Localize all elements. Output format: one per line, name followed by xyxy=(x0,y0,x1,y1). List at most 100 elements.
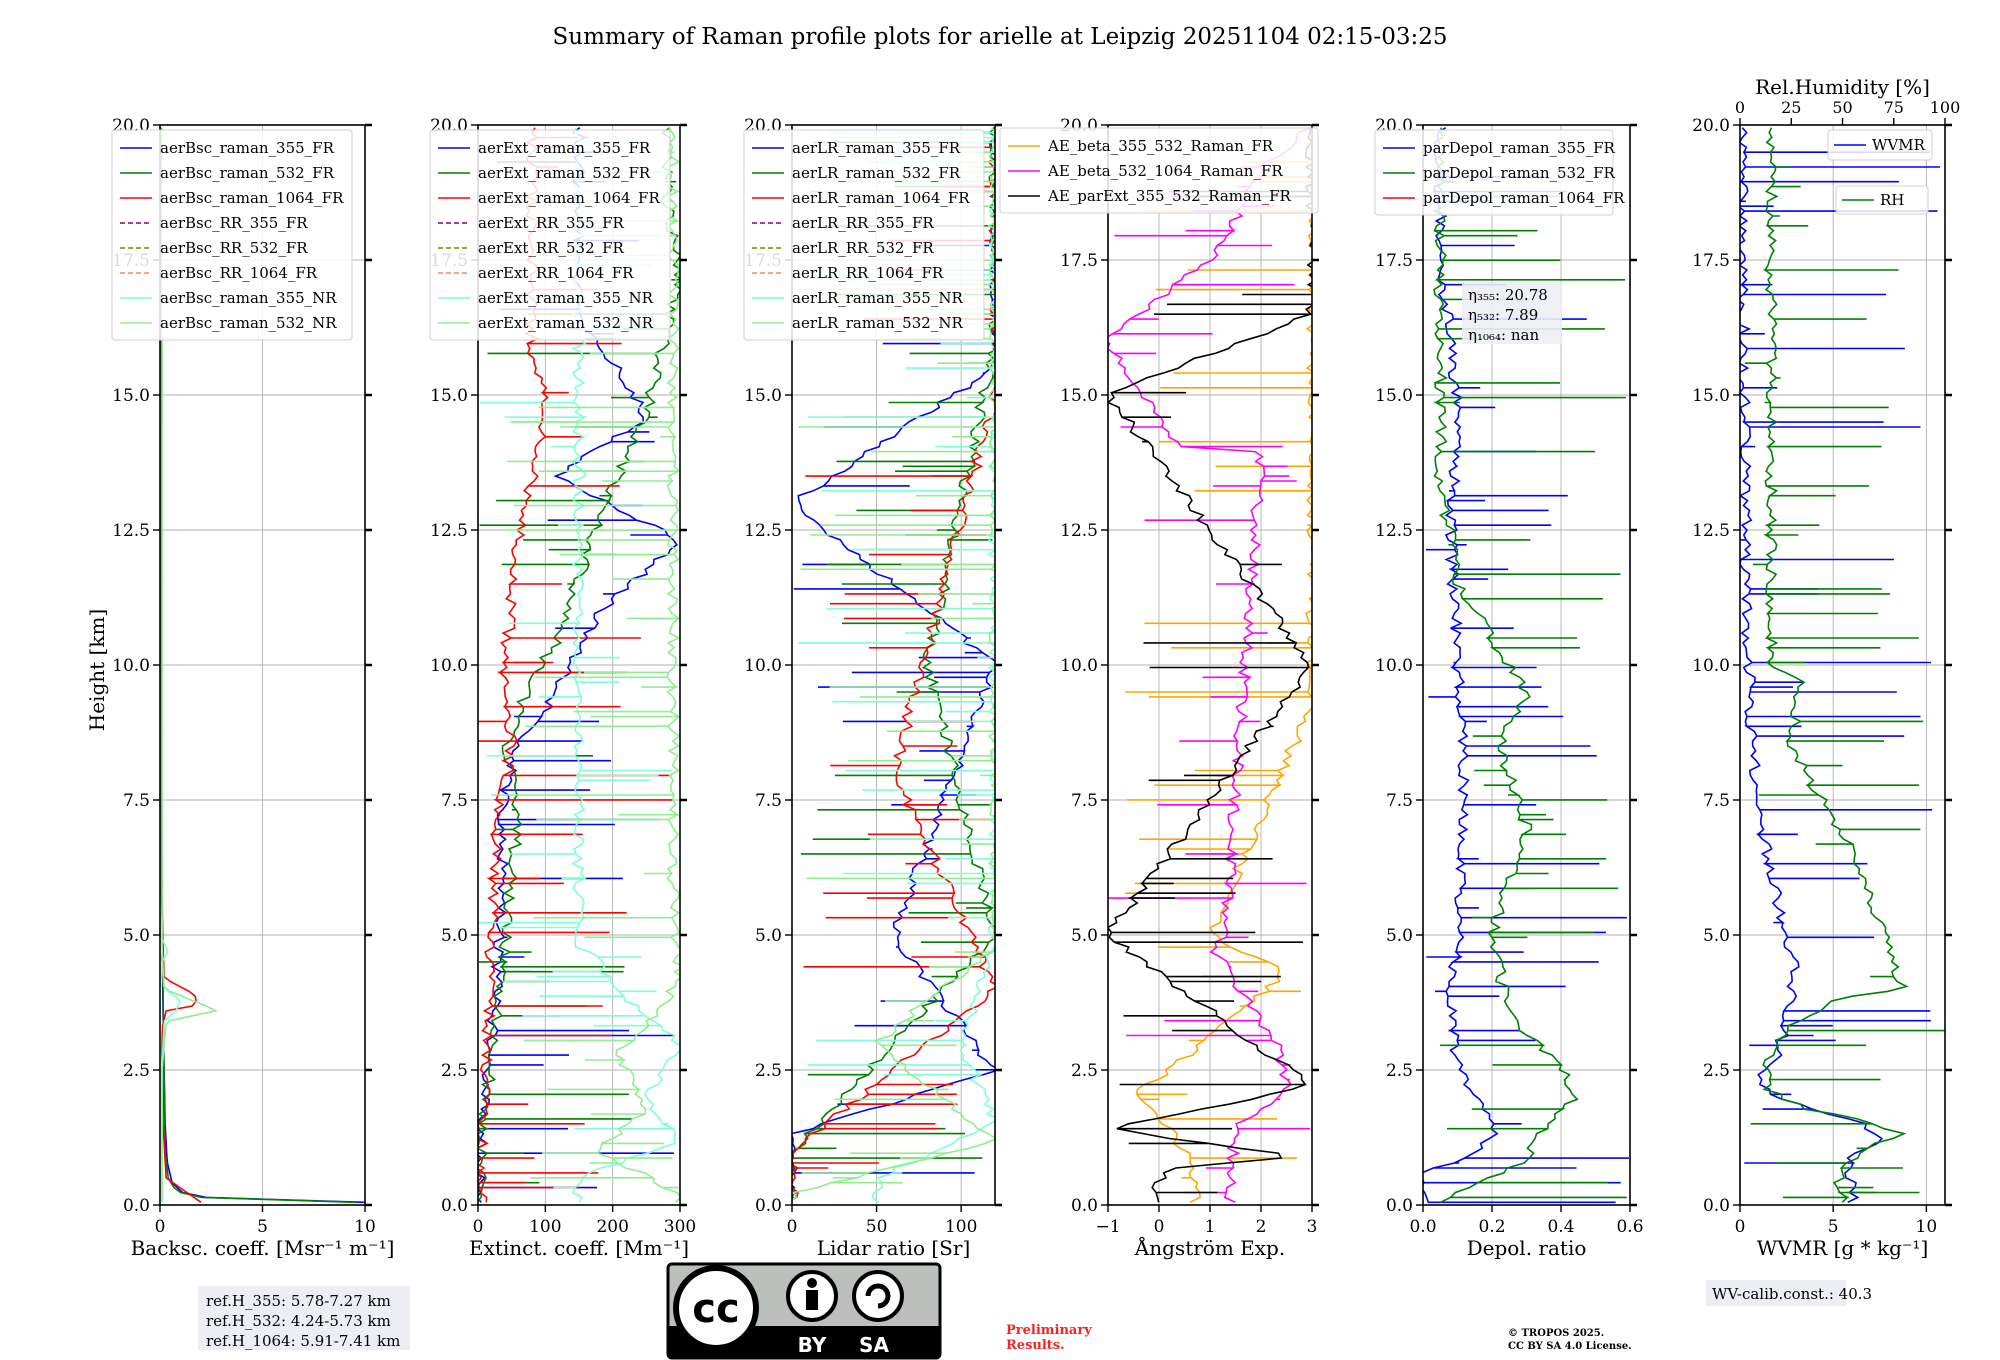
legend-ext: aerExt_raman_355_FR aerExt_raman_532_FRae… xyxy=(429,129,671,341)
y-tick-label: 0.0 xyxy=(123,1196,150,1216)
series-line-AE_beta_355_532_Raman_FR xyxy=(1125,129,1312,1204)
legend-label: aerExt_RR_1064_FR xyxy=(478,264,634,282)
y-tick-label: 10.0 xyxy=(744,656,782,676)
series-line-parDepol_raman_355_FR xyxy=(1423,127,1629,1204)
legend-label: aerLR_RR_355_FR xyxy=(792,214,934,232)
y-tick-label: 2.5 xyxy=(441,1061,468,1081)
preliminary-text-2: Results. xyxy=(1006,1338,1065,1353)
y-tick-label: 5.0 xyxy=(123,926,150,946)
legend-bg xyxy=(743,129,985,341)
eta-label: η₅₃₂: 7.89 xyxy=(1468,306,1538,324)
y-tick-label: 17.5 xyxy=(1060,251,1098,271)
x-axis-label-depol: Depol. ratio xyxy=(1467,1236,1587,1260)
x-axis-label-wv: WVMR [g * kg⁻¹] xyxy=(1757,1236,1929,1260)
legend-label: parDepol_raman_1064_FR xyxy=(1423,189,1625,207)
legend-lr: aerLR_raman_355_FR aerLR_raman_532_FR aerL… xyxy=(743,129,985,341)
y-axis-label: Height [km] xyxy=(85,609,109,731)
ref-height-1064: ref.H_1064: 5.91-7.41 km xyxy=(206,1332,400,1350)
y-tick-label: 7.5 xyxy=(1703,791,1730,811)
wv-calib-bg xyxy=(1706,1280,1846,1306)
y-tick-label: 10.0 xyxy=(430,656,468,676)
panel-bsc: 0.02.55.07.510.012.515.017.520.00510Back… xyxy=(111,116,394,1260)
legend-label: aerLR_raman_355_NR xyxy=(792,289,963,307)
x-tick-label: 0.2 xyxy=(1478,1217,1505,1237)
legend-label: aerLR_RR_1064_FR xyxy=(792,264,944,282)
y-tick-label: 5.0 xyxy=(755,926,782,946)
legend-label: aerBsc_raman_1064_FR xyxy=(160,189,344,207)
legend-label: aerExt_raman_532_FR xyxy=(478,164,651,182)
panel-depol: 0.02.55.07.510.012.515.017.520.00.0 0.2 0.… xyxy=(1374,116,1644,1260)
top-axis-label: Rel.Humidity [%] xyxy=(1755,75,1930,99)
y-tick-label: 10.0 xyxy=(112,656,150,676)
x-tick-label: 0 xyxy=(155,1217,166,1237)
ref-height-532: ref.H_532: 4.24-5.73 km xyxy=(206,1312,391,1330)
series-group-depol xyxy=(1423,127,1629,1204)
x-tick-label: 0 xyxy=(473,1217,484,1237)
legend-bg xyxy=(429,129,671,341)
y-tick-label: 20.0 xyxy=(1692,116,1730,136)
cc-by-label: BY xyxy=(798,1333,827,1357)
legend-label: WVMR xyxy=(1872,136,1926,154)
cc-license-badge: cc BY SA xyxy=(666,1262,942,1360)
y-tick-label: 7.5 xyxy=(1071,791,1098,811)
legend-label: parDepol_raman_355_FR xyxy=(1423,139,1616,157)
series-line-AE_parExt_355_532_Raman_FR xyxy=(1108,127,1312,1203)
legend-bg xyxy=(1374,129,1614,216)
eta-label: η₁₀₆₄: nan xyxy=(1468,326,1539,344)
series-line-aerExt_raman_532_NR xyxy=(489,127,680,1203)
legend-wvmr: WVMR xyxy=(1827,129,1933,161)
y-tick-label: 0.0 xyxy=(755,1196,782,1216)
legend-ae: AE_beta_355_532_Raman_FR AE_beta_532_1064… xyxy=(999,127,1319,214)
y-tick-label: 10.0 xyxy=(1060,656,1098,676)
x-tick-label: 0 xyxy=(1735,1217,1746,1237)
series-line-parDepol_raman_532_FR xyxy=(1432,127,1627,1204)
panel-ext: 0.02.55.07.510.012.515.017.520.001002003… xyxy=(429,116,696,1260)
legend-bg xyxy=(1827,129,1933,161)
legend-label: AE_beta_532_1064_Raman_FR xyxy=(1047,162,1283,180)
top-x-tick-label: 100 xyxy=(1930,98,1961,117)
ref-heights-bg xyxy=(198,1286,410,1350)
legend-depol: parDepol_raman_355_FR parDepol_raman_532_… xyxy=(1374,129,1625,216)
x-tick-label: 0 xyxy=(787,1217,798,1237)
cc-logo-icon xyxy=(673,1265,759,1351)
legend-label: aerExt_raman_355_FR xyxy=(478,139,651,157)
ref-heights-box: ref.H_355: 5.78-7.27 km ref.H_532: 4.24-… xyxy=(198,1286,410,1350)
depol-eta-box: η₃₅₅: 20.78 η₅₃₂: 7.89 η₁₀₆₄: nan xyxy=(1462,282,1562,344)
legend-label: aerLR_raman_355_FR xyxy=(792,139,961,157)
y-tick-label: 10.0 xyxy=(1692,656,1730,676)
legend-label: aerBsc_raman_532_NR xyxy=(160,314,337,332)
preliminary-text-1: Preliminary xyxy=(1006,1323,1092,1338)
y-tick-label: 17.5 xyxy=(1692,251,1730,271)
x-tick-label: 300 xyxy=(664,1217,696,1237)
legend-label: aerBsc_raman_355_FR xyxy=(160,139,335,157)
by-person-body xyxy=(806,1290,818,1310)
x-tick-label: −1 xyxy=(1095,1217,1120,1237)
x-tick-label: 0.6 xyxy=(1616,1217,1643,1237)
legend-label: aerLR_raman_532_NR xyxy=(792,314,963,332)
legend-label: AE_beta_355_532_Raman_FR xyxy=(1047,137,1274,155)
ref-height-355: ref.H_355: 5.78-7.27 km xyxy=(206,1292,391,1310)
y-tick-label: 15.0 xyxy=(1692,386,1730,406)
x-tick-label: 200 xyxy=(596,1217,628,1237)
x-tick-label: 100 xyxy=(529,1217,561,1237)
x-tick-label: 100 xyxy=(945,1217,977,1237)
legend-label: parDepol_raman_532_FR xyxy=(1423,164,1616,182)
y-tick-label: 2.5 xyxy=(1703,1061,1730,1081)
x-tick-label: 0.0 xyxy=(1409,1217,1436,1237)
y-tick-label: 5.0 xyxy=(1703,926,1730,946)
legend-label: aerExt_raman_355_NR xyxy=(478,289,654,307)
y-tick-label: 7.5 xyxy=(755,791,782,811)
y-tick-label: 2.5 xyxy=(1386,1061,1413,1081)
y-tick-label: 5.0 xyxy=(1386,926,1413,946)
copyright-line-2: CC BY SA 4.0 License. xyxy=(1508,1341,1632,1352)
x-tick-label: 10 xyxy=(1916,1217,1938,1237)
panel-ae: 0.02.55.07.510.012.515.017.520.0−1 0 1 2 3Ån… xyxy=(999,116,1319,1260)
y-tick-label: 12.5 xyxy=(112,521,150,541)
legend-label: aerBsc_RR_1064_FR xyxy=(160,264,318,282)
wv-calib-const: WV-calib.const.: 40.3 xyxy=(1712,1285,1872,1303)
series-line-aerLR_raman_1064_FR xyxy=(792,127,995,1201)
x-tick-label: 2 xyxy=(1256,1217,1267,1237)
y-tick-label: 7.5 xyxy=(1386,791,1413,811)
sa-arrow-icon xyxy=(865,1283,891,1309)
